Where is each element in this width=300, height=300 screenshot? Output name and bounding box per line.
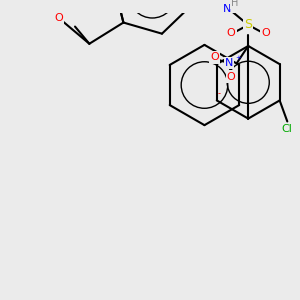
Text: Cl: Cl [282, 124, 293, 134]
Text: +: + [235, 56, 241, 62]
Text: O: O [54, 13, 63, 23]
Text: O: O [210, 52, 219, 62]
Text: O: O [226, 72, 236, 82]
Text: H: H [231, 0, 239, 8]
Text: S: S [244, 19, 252, 32]
Text: -: - [218, 89, 220, 98]
Text: O: O [226, 28, 236, 38]
Text: N: N [223, 4, 231, 14]
Text: N: N [225, 58, 233, 68]
Text: O: O [261, 28, 270, 38]
